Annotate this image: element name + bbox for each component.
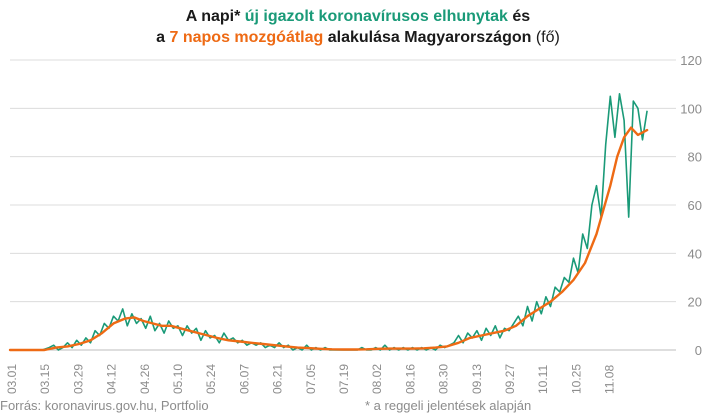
x-tick-label: 11.08 — [603, 365, 617, 394]
x-tick-label: 09.27 — [503, 364, 517, 394]
chart-title: A napi* új igazolt koronavírusos elhunyt… — [0, 6, 716, 48]
x-tick-label: 08.16 — [403, 364, 417, 394]
title-text-d: a — [156, 29, 170, 46]
x-tick-label: 07.19 — [337, 364, 351, 394]
title-text-e: alakulása Magyarországon — [323, 29, 532, 46]
y-tick-label: 120 — [680, 53, 702, 68]
x-tick-label: 04.12 — [105, 364, 119, 394]
y-tick-label: 20 — [688, 295, 702, 310]
title-text-c: és — [507, 8, 531, 25]
y-axis-ticks: 0 20 40 60 80 100 120 — [680, 53, 702, 358]
x-tick-label: 05.24 — [204, 364, 218, 394]
x-tick-label: 03.15 — [38, 364, 52, 394]
footnote: * a reggeli jelentések alapján — [365, 398, 532, 413]
y-tick-label: 100 — [680, 101, 702, 116]
title-line-2: a 7 napos mozgóátlag alakulása Magyarors… — [0, 27, 716, 48]
x-tick-label: 10.11 — [536, 365, 550, 394]
y-tick-label: 80 — [688, 150, 702, 165]
title-avg-series-label: 7 napos mozgóátlag — [169, 29, 324, 46]
moving-average-line — [8, 126, 649, 352]
y-tick-label: 40 — [688, 246, 702, 261]
x-axis-ticks: 03.01 03.15 03.29 04.12 04.26 05.10 05.24 06.07… — [5, 364, 617, 394]
x-tick-label: 08.30 — [437, 364, 451, 394]
title-text-a: A napi* — [185, 8, 245, 25]
x-tick-label: 03.29 — [71, 364, 85, 394]
title-unit: (fő) — [531, 29, 560, 46]
source-note: Forrás: koronavirus.gov.hu, Portfolio — [0, 398, 209, 413]
x-tick-label: 05.10 — [171, 364, 185, 394]
daily-deaths-line — [10, 93, 648, 351]
x-tick-label: 06.21 — [271, 364, 285, 394]
x-tick-label: 09.13 — [470, 364, 484, 394]
y-tick-label: 60 — [688, 198, 702, 213]
title-line-1: A napi* új igazolt koronavírusos elhunyt… — [0, 6, 716, 27]
gridlines — [10, 59, 676, 351]
y-tick-label: 0 — [695, 343, 702, 358]
x-tick-label: 10.25 — [569, 364, 583, 394]
x-tick-label: 07.05 — [304, 364, 318, 394]
x-tick-label: 03.01 — [5, 364, 19, 394]
x-tick-label: 06.07 — [237, 364, 251, 394]
title-daily-series-label: új igazolt koronavírusos elhunytak — [244, 8, 508, 25]
x-tick-label: 04.26 — [138, 364, 152, 394]
x-tick-label: 08.02 — [370, 364, 384, 394]
